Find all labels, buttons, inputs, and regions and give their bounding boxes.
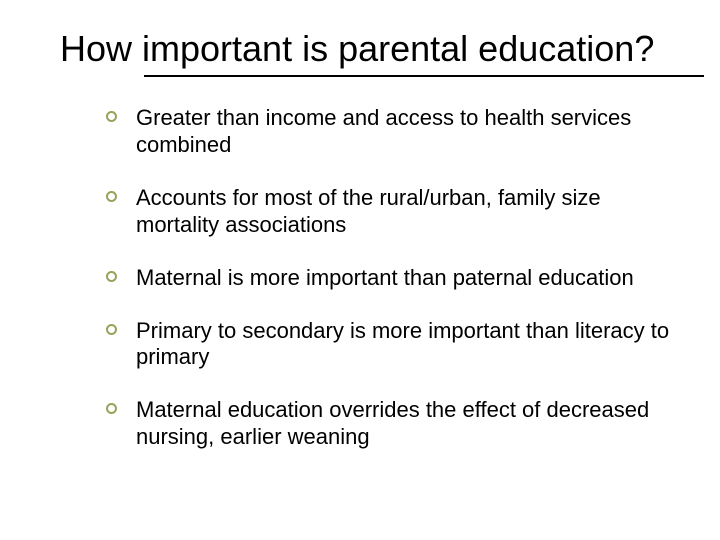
title-underline <box>144 75 704 77</box>
list-item-text: Maternal is more important than paternal… <box>136 265 634 290</box>
bullet-list: Greater than income and access to health… <box>100 105 670 450</box>
list-item: Accounts for most of the rural/urban, fa… <box>100 185 670 239</box>
slide-title: How important is parental education? <box>60 28 670 69</box>
list-item: Greater than income and access to health… <box>100 105 670 159</box>
list-item: Maternal is more important than paternal… <box>100 265 670 292</box>
list-item-text: Greater than income and access to health… <box>136 105 631 157</box>
list-item-text: Accounts for most of the rural/urban, fa… <box>136 185 601 237</box>
list-item-text: Primary to secondary is more important t… <box>136 318 669 370</box>
slide: How important is parental education? Gre… <box>0 0 720 540</box>
list-item: Primary to secondary is more important t… <box>100 318 670 372</box>
list-item-text: Maternal education overrides the effect … <box>136 397 649 449</box>
list-item: Maternal education overrides the effect … <box>100 397 670 451</box>
